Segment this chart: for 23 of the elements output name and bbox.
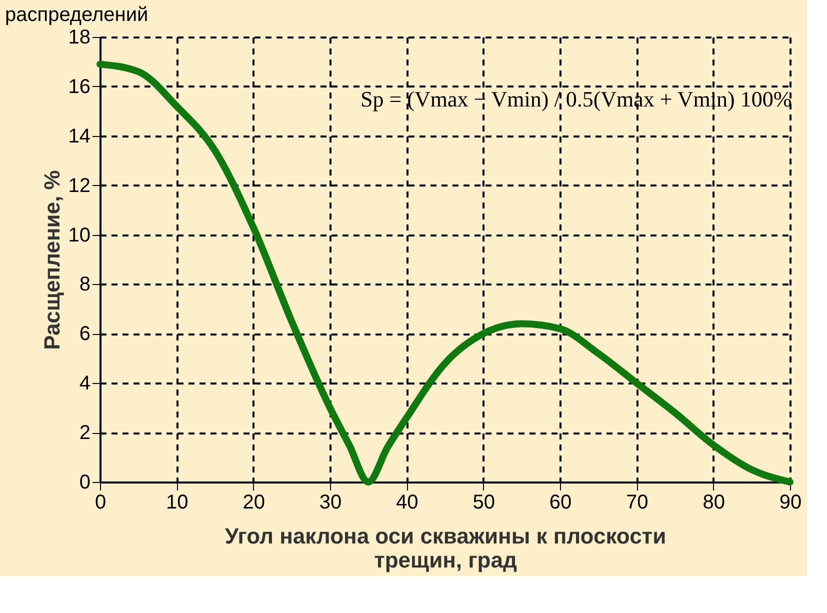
- x-tick-label: 70: [626, 492, 648, 514]
- x-tick-label: 50: [472, 492, 495, 514]
- y-tick-label: 8: [79, 274, 90, 296]
- x-tick-label: 30: [319, 492, 342, 514]
- x-axis-title: Угол наклона оси скважины к плоскости трещин, град: [224, 524, 666, 572]
- y-tick-label: 0: [79, 472, 90, 494]
- y-axis-title: Расщепление, %: [39, 170, 64, 350]
- x-tick-label: 40: [396, 492, 418, 514]
- y-tick-label: 6: [79, 323, 90, 346]
- y-tick-label: 2: [79, 422, 90, 444]
- x-tick-label: 10: [166, 492, 188, 514]
- y-tick-label: 12: [68, 174, 90, 197]
- x-tick-label: 0: [94, 492, 106, 514]
- x-tick-label: 60: [549, 492, 572, 514]
- y-tick-label: 14: [68, 125, 90, 148]
- x-tick-label: 90: [779, 492, 802, 514]
- y-tick-label: 10: [68, 224, 90, 246]
- y-tick-label: 16: [68, 76, 90, 98]
- y-tick-label: 4: [79, 372, 90, 395]
- x-tick-label: 20: [242, 492, 265, 514]
- chart-title: распределений: [5, 4, 148, 26]
- y-tick-label: 18: [68, 26, 90, 48]
- x-tick-label: 80: [702, 492, 725, 514]
